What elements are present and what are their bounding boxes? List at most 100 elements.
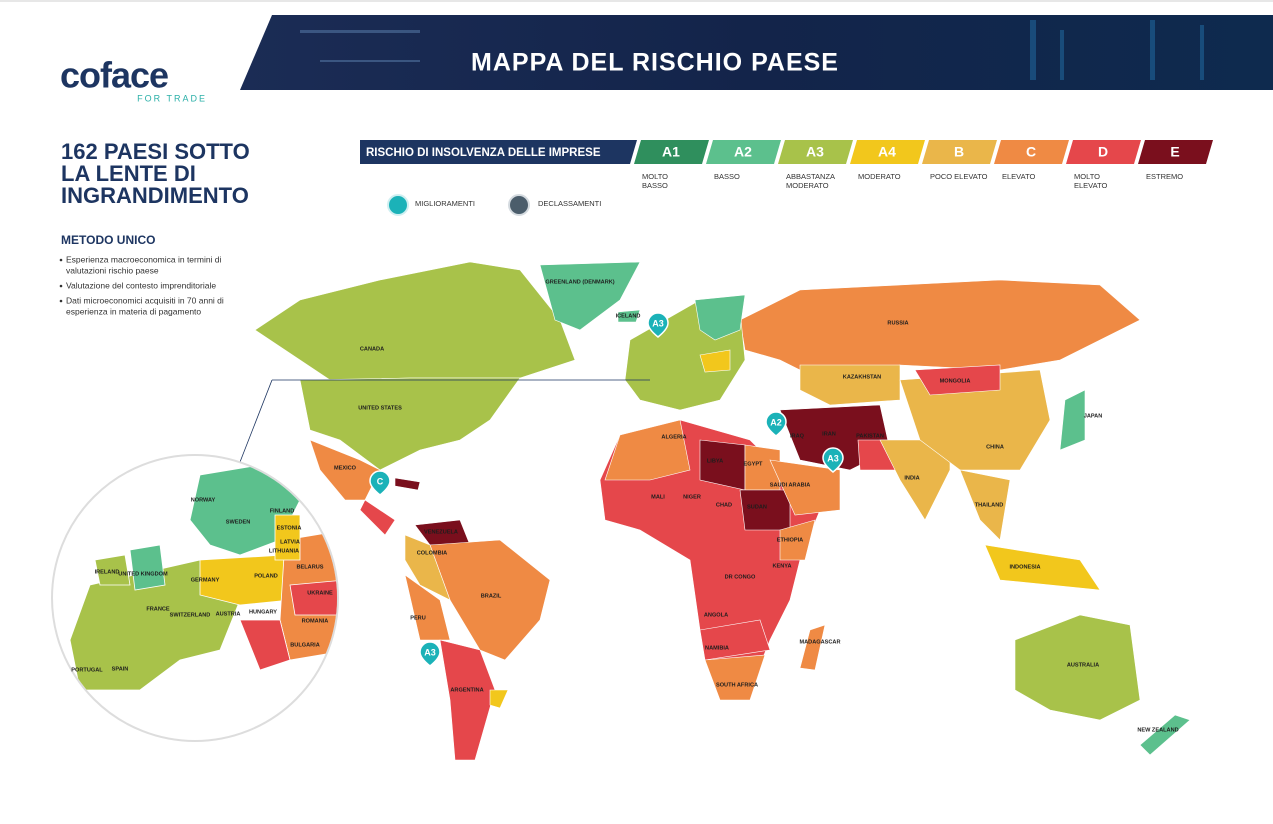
banner-lights xyxy=(300,20,1204,80)
legend-description: ELEVATO xyxy=(1002,172,1036,181)
inset-country-label: UNITED KINGDOM xyxy=(118,571,168,577)
region xyxy=(699,349,731,373)
legend-code: A1 xyxy=(662,144,680,160)
region xyxy=(699,619,771,661)
legend-swatch xyxy=(706,140,781,164)
intro-heading: LA LENTE DI xyxy=(61,161,196,186)
legend-title: RISCHIO DI INSOLVENZA DELLE IMPRESE xyxy=(366,147,601,159)
inset-country-label: LATVIA xyxy=(280,539,300,545)
region xyxy=(239,619,291,671)
improvement-label: MIGLIORAMENTI xyxy=(415,199,475,208)
legend-swatch xyxy=(634,140,709,164)
region xyxy=(779,519,816,561)
country-label: IRAN xyxy=(822,431,836,437)
legend-title-bar xyxy=(360,140,637,164)
inset-country-label: FRANCE xyxy=(146,606,170,612)
region xyxy=(739,279,1141,381)
inset-country-label: SWITZERLAND xyxy=(170,612,211,618)
region xyxy=(404,574,451,641)
header-banner xyxy=(240,15,1273,90)
inset-country-label: UKRAINE xyxy=(307,590,333,596)
legend-swatch xyxy=(994,140,1069,164)
country-label: INDIA xyxy=(904,475,919,481)
country-label: SAUDI ARABIA xyxy=(770,482,811,488)
region xyxy=(199,554,291,606)
region xyxy=(769,459,841,516)
intro-heading: INGRANDIMENTO xyxy=(61,183,249,208)
method-point: Esperienza macroeconomica in termini di xyxy=(66,254,222,264)
country-label: COLOMBIA xyxy=(417,550,447,556)
country-label: ANGOLA xyxy=(704,612,728,618)
country-label: CHAD xyxy=(716,502,732,508)
world-labels: CANADA UNITED STATES MEXICO GREENLAND (DENM… xyxy=(334,279,1179,733)
country-label: SOUTH AFRICA xyxy=(716,682,758,688)
country-label: RUSSIA xyxy=(887,320,908,326)
legend-description: BASSO xyxy=(642,181,668,190)
badges: A3 A2 A3 C A3 xyxy=(369,312,844,667)
downgrade-label: DECLASSAMENTI xyxy=(538,199,601,208)
country-label: PAKISTAN xyxy=(856,433,884,439)
country-label: MONGOLIA xyxy=(940,378,971,384)
legend-description: MOLTO xyxy=(1074,172,1100,181)
country-label: AUSTRALIA xyxy=(1067,662,1099,668)
legend-description: POCO ELEVATO xyxy=(930,172,988,181)
region xyxy=(694,294,746,341)
badge-label: A3 xyxy=(652,318,664,328)
legend-swatch xyxy=(922,140,997,164)
region xyxy=(914,364,1001,396)
world-map xyxy=(254,261,1191,761)
country-label: KENYA xyxy=(772,563,791,569)
region xyxy=(94,554,131,586)
region xyxy=(299,377,521,471)
country-label: ARGENTINA xyxy=(450,687,483,693)
method-point: Dati microeconomici acquisiti in 70 anni… xyxy=(66,295,224,305)
region xyxy=(959,469,1011,541)
legend-code: B xyxy=(954,144,964,160)
badge-label: A3 xyxy=(827,453,839,463)
country-label: MALI xyxy=(651,494,665,500)
legend-swatch xyxy=(850,140,925,164)
inset-country-label: LITHUANIA xyxy=(269,548,299,554)
badge-pin xyxy=(647,312,669,338)
badge-pin xyxy=(765,411,787,437)
bullet xyxy=(59,258,63,262)
inset-country-label: ESTONIA xyxy=(277,525,302,531)
inset-labels: NORWAY SWEDEN FINLAND ESTONIA LATVIA LITHUANI… xyxy=(71,497,333,673)
legend-code: E xyxy=(1170,144,1179,160)
region xyxy=(704,654,766,701)
inset-country-label: HUNGARY xyxy=(249,609,277,615)
logo: coface xyxy=(60,55,168,96)
badge-label: C xyxy=(377,476,384,486)
legend-description: MODERATO xyxy=(858,172,901,181)
page-title: MAPPA DEL RISCHIO PAESE xyxy=(471,49,839,77)
country-label: UNITED STATES xyxy=(358,405,402,411)
country-label: DR CONGO xyxy=(725,574,756,580)
badge-pin xyxy=(369,470,391,496)
method-point: valutazioni rischio paese xyxy=(66,265,159,275)
inset-country-label: IRELAND xyxy=(95,569,120,575)
country-label: MADAGASCAR xyxy=(799,639,840,645)
method-title: METODO UNICO xyxy=(61,233,155,247)
country-label: IRAQ xyxy=(790,433,805,439)
country-label: GREENLAND (DENMARK) xyxy=(545,279,614,285)
country-label: NIGER xyxy=(683,494,701,500)
legend-swatch xyxy=(778,140,853,164)
country-label: EGYPT xyxy=(744,461,764,467)
country-label: VENEZUELA xyxy=(424,529,458,535)
region xyxy=(899,369,1051,471)
country-label: SUDAN xyxy=(747,504,767,510)
region xyxy=(539,261,641,331)
country-label: ETHIOPIA xyxy=(777,537,803,543)
legend-swatch xyxy=(1138,140,1213,164)
logo-tagline: FOR TRADE xyxy=(137,93,207,103)
region xyxy=(1059,389,1086,451)
legend: A1MOLTOBASSOA2BASSOA3ABBASTANZAMODERATOA… xyxy=(634,140,1213,190)
downgrade-marker xyxy=(508,194,530,216)
region xyxy=(799,364,901,406)
region xyxy=(604,419,691,481)
legend-code: A2 xyxy=(734,144,752,160)
country-label: CANADA xyxy=(360,346,384,352)
legend-code: A3 xyxy=(806,144,824,160)
